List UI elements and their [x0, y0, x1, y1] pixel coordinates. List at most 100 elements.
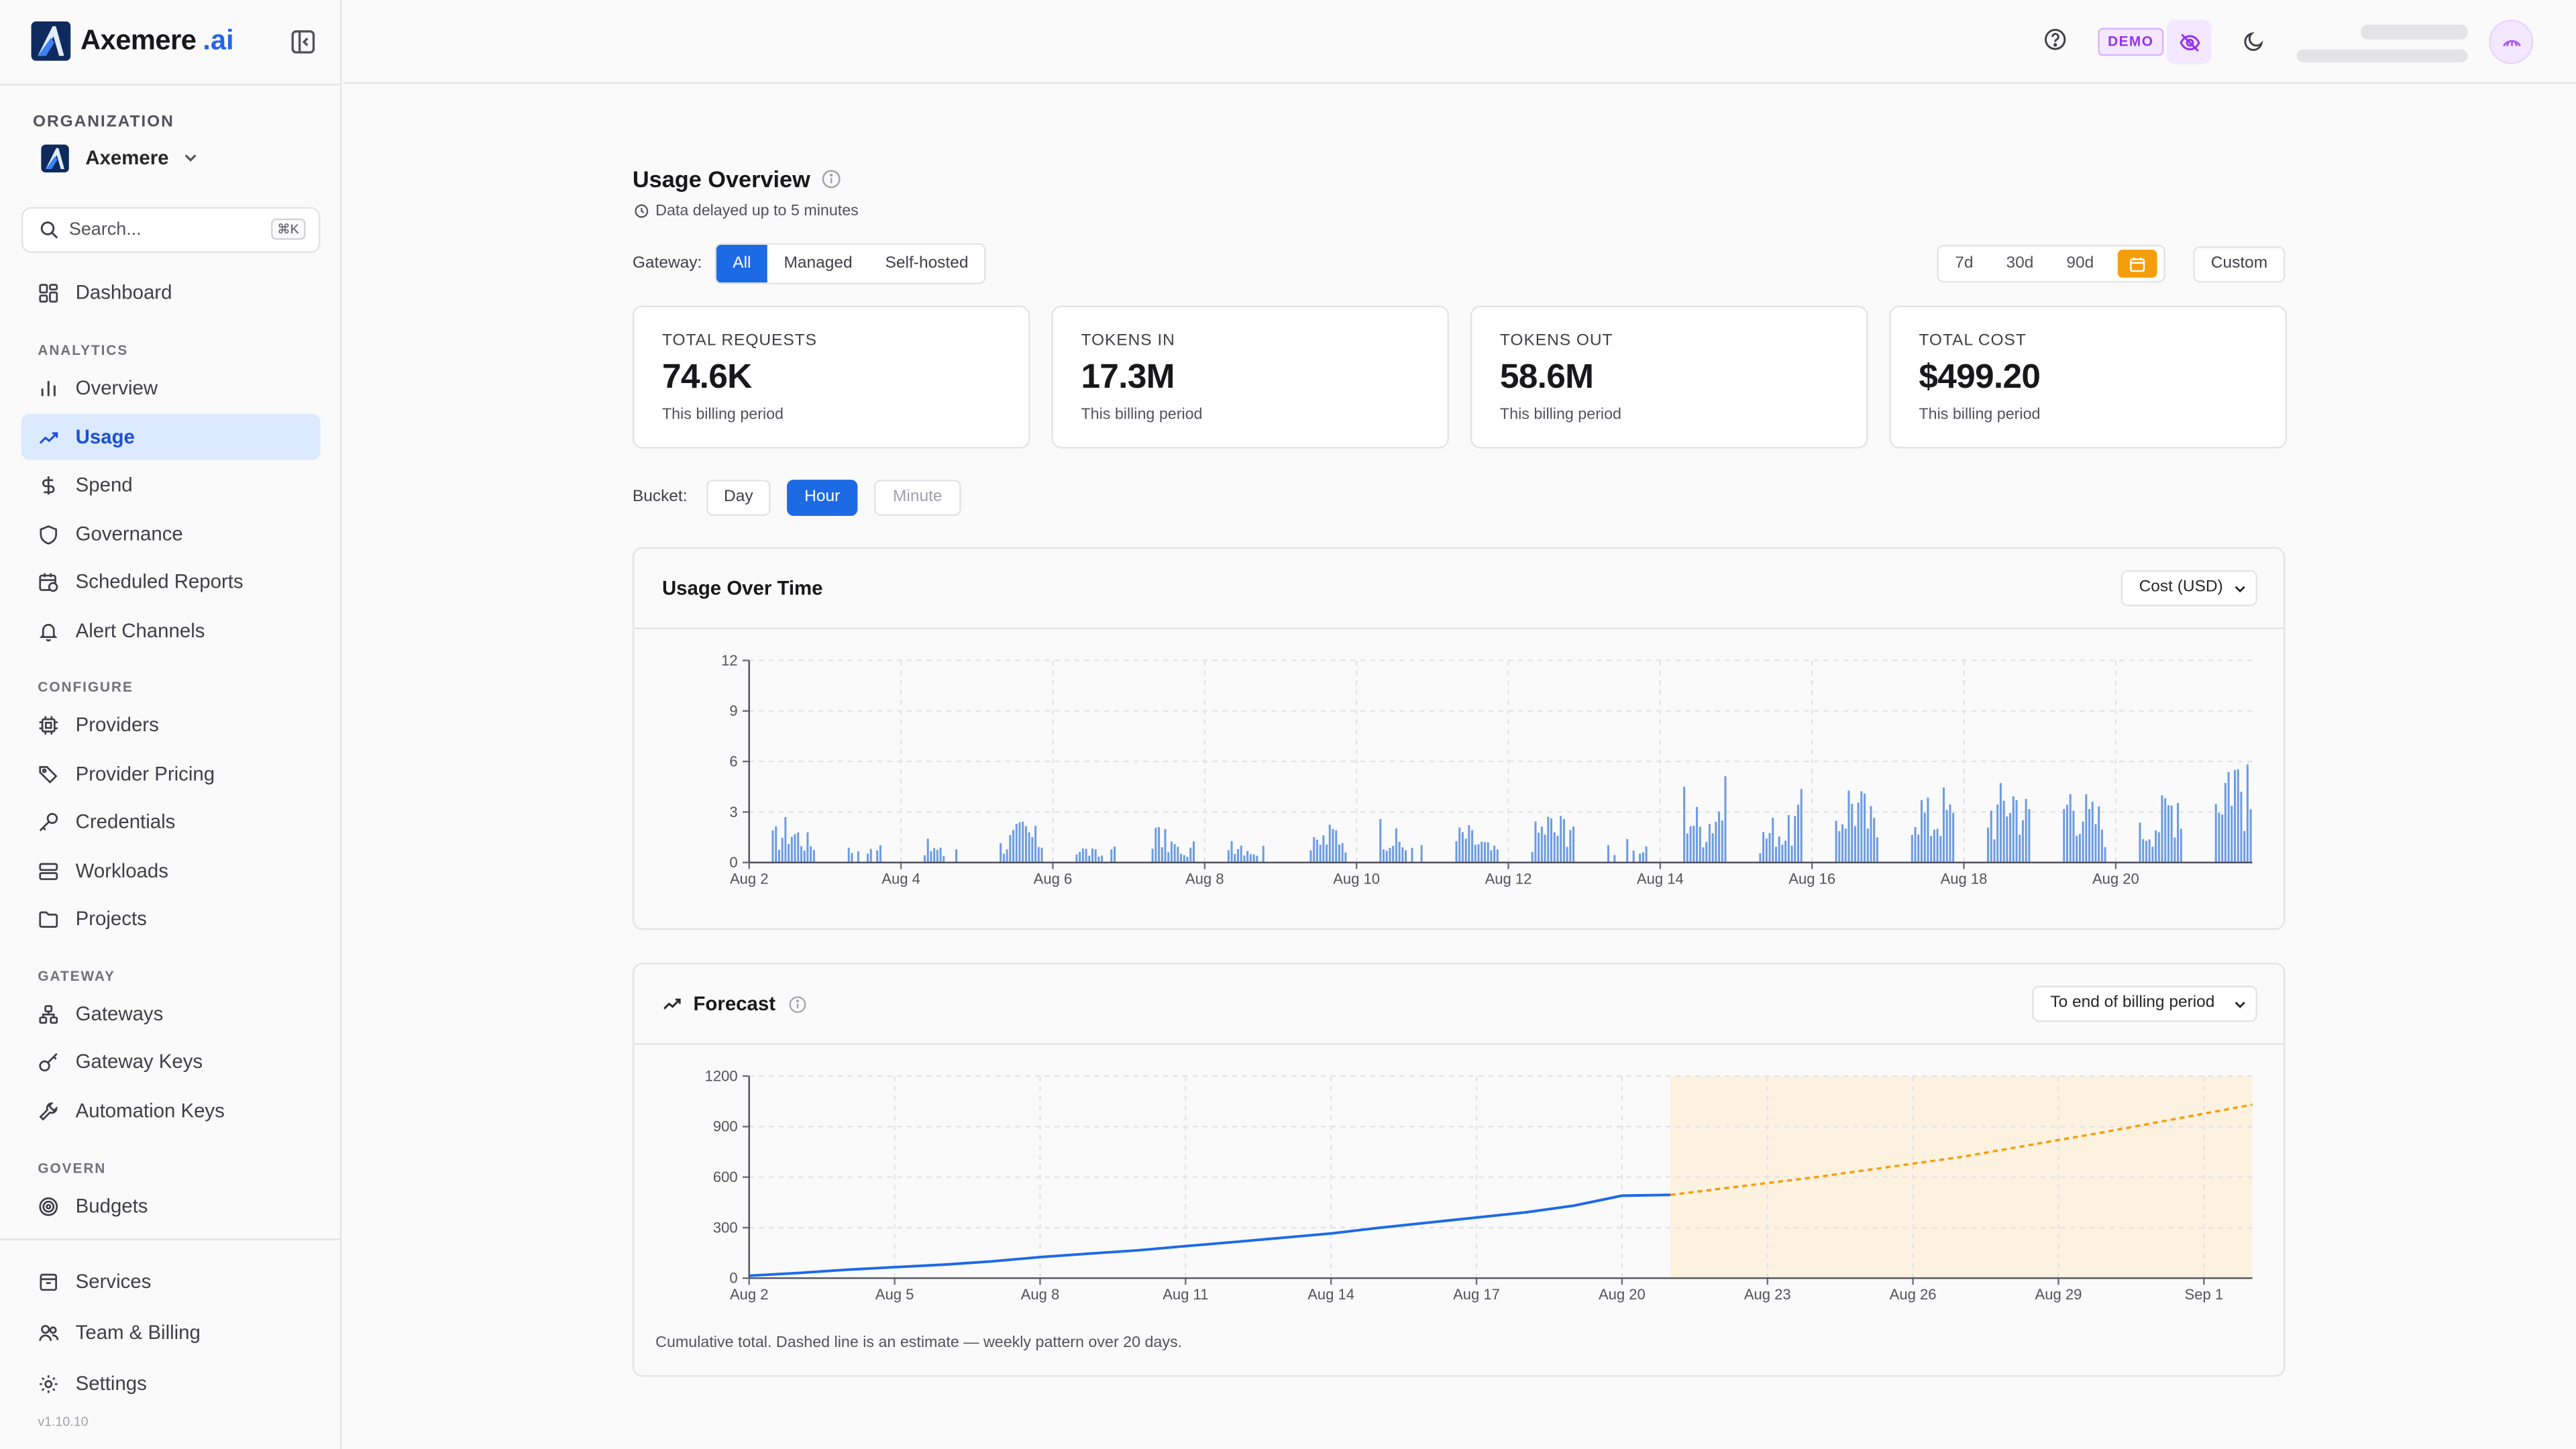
- x-tick-label: Aug 14: [1637, 871, 1684, 888]
- usage-bar: [797, 832, 800, 863]
- search-input[interactable]: Search... ⌘K: [21, 207, 321, 254]
- usage-bar: [851, 853, 853, 863]
- usage-bar: [1009, 835, 1012, 863]
- sidebar-collapse-icon[interactable]: [289, 28, 317, 56]
- sidebar-item-scheduled-reports[interactable]: Scheduled Reports: [21, 559, 321, 605]
- usage-bar: [1234, 853, 1236, 863]
- sidebar-item-projects[interactable]: Projects: [21, 896, 321, 942]
- y-tick-label: 6: [729, 753, 737, 769]
- forecast-panel: Forecast To end of billing period 0 300 60…: [632, 963, 2286, 1377]
- gateway-filter: All Managed Self-hosted: [714, 243, 987, 284]
- sidebar-item-usage[interactable]: Usage: [21, 414, 321, 460]
- usage-bar: [1382, 849, 1385, 863]
- sidebar-item-team-billing[interactable]: Team & Billing: [21, 1309, 321, 1356]
- usage-bar: [1993, 839, 1996, 863]
- org-selector[interactable]: Axemere: [41, 143, 198, 172]
- usage-bar: [1917, 835, 1920, 863]
- stat-value: 58.6M: [1499, 358, 1594, 396]
- avatar[interactable]: [2489, 19, 2534, 64]
- info-icon[interactable]: [789, 995, 807, 1013]
- usage-bar: [1686, 833, 1688, 863]
- sidebar-item-credentials[interactable]: Credentials: [21, 798, 321, 845]
- stat-subtext: This billing period: [1081, 405, 1203, 424]
- stat-subtext: This billing period: [1499, 405, 1622, 424]
- sidebar-item-workloads[interactable]: Workloads: [21, 848, 321, 894]
- usage-bar: [1762, 832, 1765, 863]
- usage-bar: [2218, 812, 2220, 863]
- usage-bar: [923, 855, 926, 863]
- usage-bar: [1170, 841, 1173, 863]
- usage-bar: [2088, 809, 2091, 863]
- usage-bar: [781, 837, 784, 863]
- range-7d[interactable]: 7d: [1955, 254, 1974, 273]
- sidebar-item-gateway-keys[interactable]: Gateway Keys: [21, 1038, 321, 1085]
- section-configure: CONFIGURE: [38, 678, 133, 695]
- gateway-option-self-hosted[interactable]: Self-hosted: [885, 254, 969, 273]
- stat-label: TOTAL REQUESTS: [661, 331, 817, 350]
- stat-value: $499.20: [1919, 358, 2041, 396]
- shield-icon: [40, 524, 57, 544]
- range-90d[interactable]: 90d: [2066, 254, 2094, 273]
- usage-bar: [2063, 808, 2065, 863]
- usage-bar: [1088, 855, 1091, 863]
- sidebar-item-provider-pricing[interactable]: Provider Pricing: [21, 751, 321, 797]
- privacy-toggle-button[interactable]: [2167, 19, 2212, 64]
- forecast-horizon-select[interactable]: To end of billing period: [2032, 985, 2257, 1022]
- usage-bar: [1790, 845, 1793, 863]
- usage-bar: [1192, 841, 1195, 863]
- brand[interactable]: Axemere .ai: [31, 19, 234, 62]
- usage-bar: [1787, 814, 1790, 863]
- sidebar-item-gateways[interactable]: Gateways: [21, 991, 321, 1037]
- sidebar-item-services[interactable]: Services: [21, 1258, 321, 1305]
- range-30d[interactable]: 30d: [2006, 254, 2034, 273]
- chevron-down-icon: [184, 154, 196, 162]
- gateway-option-managed[interactable]: Managed: [784, 254, 853, 273]
- sidebar-item-governance[interactable]: Governance: [21, 511, 321, 557]
- usage-bar: [2214, 804, 2217, 863]
- metric-select-value: Cost (USD): [2139, 578, 2223, 596]
- tags-icon: [39, 765, 58, 783]
- usage-bar: [1864, 794, 1866, 863]
- sidebar-item-budgets[interactable]: Budgets: [21, 1183, 321, 1229]
- help-icon[interactable]: [2044, 28, 2067, 51]
- moon-icon[interactable]: [2243, 30, 2265, 52]
- sidebar-item-providers[interactable]: Providers: [21, 702, 321, 748]
- sidebar-item-label: Governance: [75, 522, 183, 546]
- usage-bar: [1493, 845, 1496, 863]
- custom-range-button[interactable]: Custom: [2193, 246, 2286, 283]
- usage-bar: [1316, 839, 1318, 863]
- bucket-minute-button: Minute: [873, 480, 961, 516]
- sidebar-item-automation-keys[interactable]: Automation Keys: [21, 1087, 321, 1134]
- sidebar-item-overview[interactable]: Overview: [21, 365, 321, 411]
- usage-bar: [2240, 792, 2243, 863]
- usage-bar: [1411, 847, 1413, 863]
- usage-bar: [2082, 821, 2084, 863]
- metric-select[interactable]: Cost (USD): [2121, 570, 2257, 606]
- sidebar-item-settings[interactable]: Settings: [21, 1360, 321, 1407]
- usage-bar: [1952, 812, 1955, 863]
- demo-badge: DEMO: [2098, 28, 2164, 56]
- usage-bar: [1693, 825, 1695, 863]
- gateway-option-all[interactable]: All: [716, 244, 767, 283]
- info-icon[interactable]: [822, 169, 841, 189]
- y-tick-label: 900: [713, 1118, 738, 1135]
- bucket-hour-button[interactable]: Hour: [787, 480, 858, 516]
- stat-card-tokens-out: TOKENS OUT 58.6M This billing period: [1470, 305, 1868, 449]
- usage-bar: [2025, 798, 2027, 863]
- usage-bar: [1338, 844, 1340, 863]
- usage-bar: [1332, 828, 1334, 863]
- sidebar-item-alert-channels[interactable]: Alert Channels: [21, 608, 321, 654]
- sidebar-item-spend[interactable]: Spend: [21, 462, 321, 508]
- usage-bar: [2174, 837, 2176, 863]
- usage-bar: [1075, 854, 1078, 863]
- sidebar-item-label: Gateway Keys: [75, 1049, 203, 1073]
- usage-bar: [800, 846, 802, 863]
- usage-bar: [1768, 833, 1771, 863]
- usage-bar: [2002, 800, 2005, 863]
- usage-bar: [1999, 783, 2002, 863]
- bucket-day-button[interactable]: Day: [706, 480, 771, 516]
- sidebar-item-dashboard[interactable]: Dashboard: [21, 270, 321, 316]
- billing-period-button[interactable]: [2116, 250, 2157, 278]
- usage-bar: [1461, 832, 1464, 863]
- usage-bar: [1490, 850, 1493, 863]
